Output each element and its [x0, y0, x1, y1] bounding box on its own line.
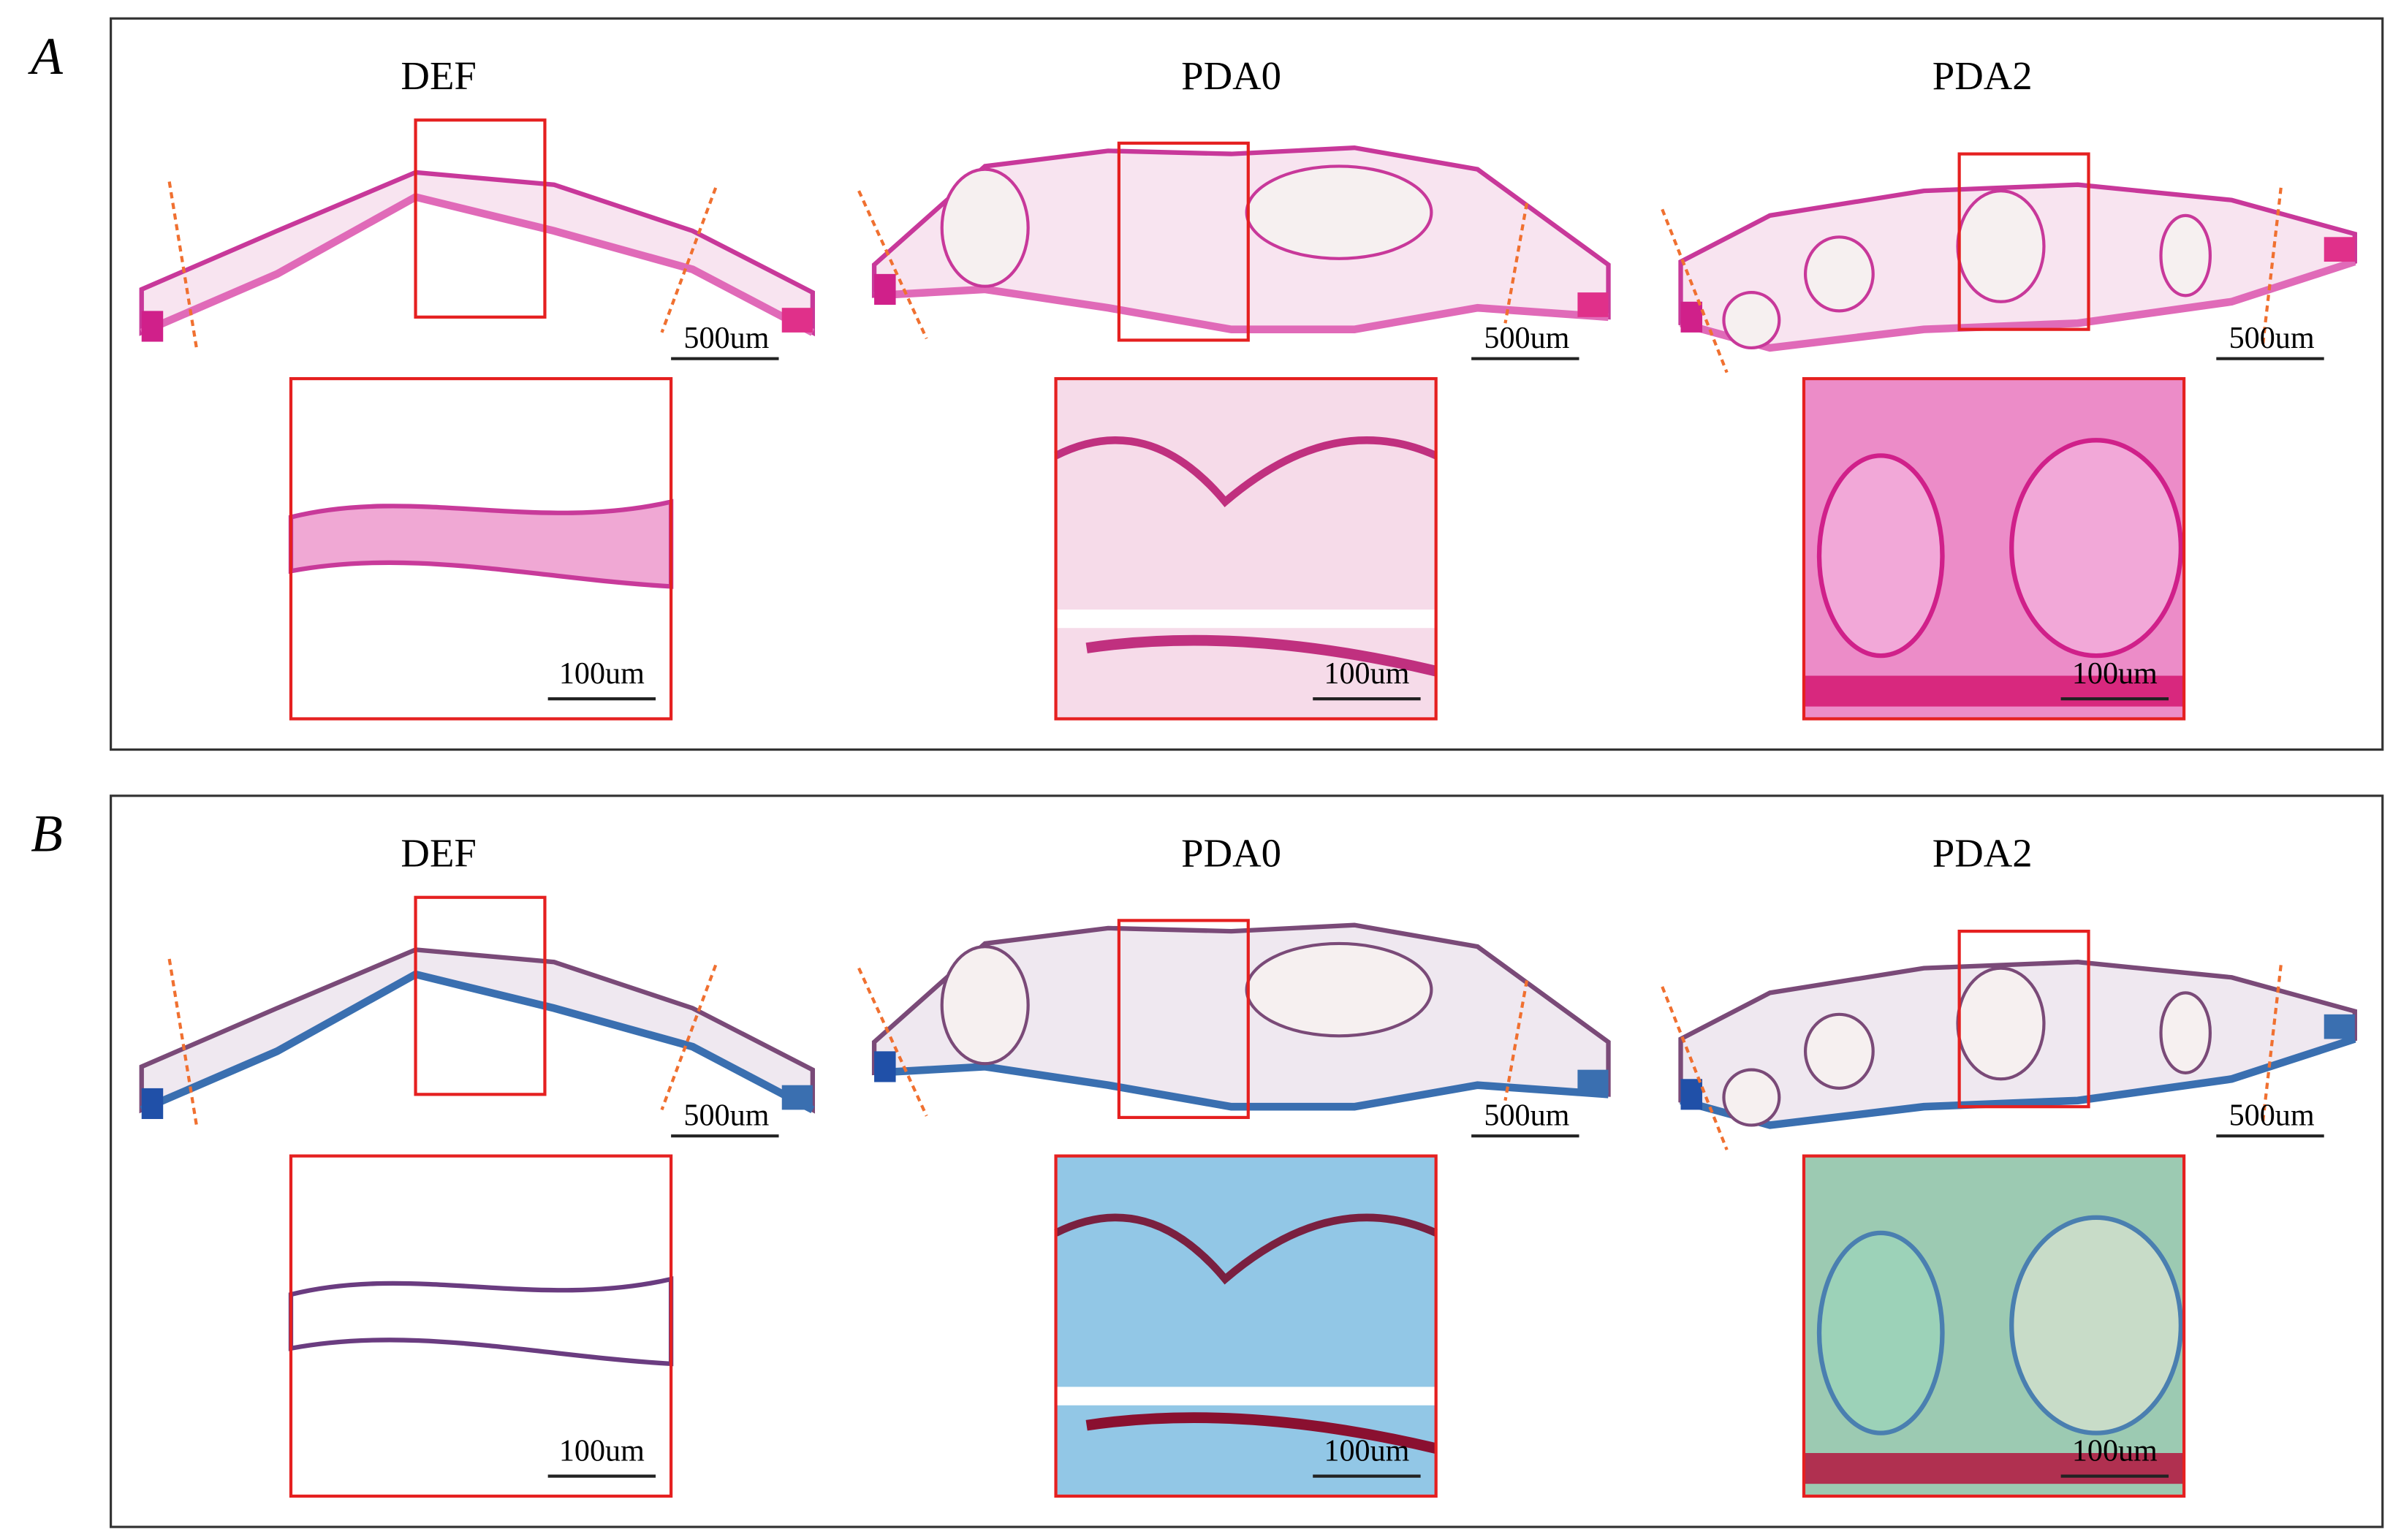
zoom-scale-label: 100um: [1324, 656, 1409, 691]
column-title: PDA2: [1932, 53, 2033, 98]
zoom-gap: [1055, 609, 1436, 629]
overview-scale-label: 500um: [2229, 321, 2315, 355]
zoom-tissue: [1085, 634, 1438, 677]
panel-border: [110, 17, 2384, 751]
defect-margin: [660, 964, 718, 1111]
bone-edge: [2324, 1014, 2355, 1039]
zoom-tissue: [1085, 1412, 1438, 1454]
defect-margin: [1503, 980, 1528, 1101]
tissue-layer: [873, 285, 1609, 333]
cyst: [1803, 235, 1875, 313]
defect-margin: [2261, 187, 2283, 349]
zoom-cyst: [1816, 1230, 1945, 1435]
tissue-section: [139, 947, 816, 1114]
defect-margin: [1661, 986, 1729, 1150]
defect-margin: [1661, 208, 1729, 373]
zoom-box: [289, 376, 673, 721]
zoom-scale-label: 100um: [2072, 1434, 2158, 1468]
overview-scale-label: 500um: [1484, 1098, 1569, 1132]
overview-scale-label: 500um: [2229, 1098, 2315, 1132]
panel: A DEF 500um 100um PDA0 500um 100um PDA2 500um 100…: [28, 17, 2384, 751]
zoom-tissue: [1054, 1213, 1438, 1285]
bone-edge: [2324, 237, 2355, 262]
zoom-box: [289, 1154, 673, 1498]
cyst: [1722, 291, 1781, 350]
bone-edge: [1680, 1079, 1702, 1110]
tissue-layer: [873, 1063, 1609, 1111]
panel: B DEF 500um 100um PDA0 500um 100um PDA2 500um 100…: [31, 794, 2384, 1528]
defect-margin: [660, 187, 718, 333]
zoom-scale-label: 100um: [2072, 656, 2158, 691]
cyst: [1956, 966, 2046, 1081]
selection-box: [1117, 919, 1250, 1120]
zoom-gap: [1055, 1387, 1436, 1406]
defect-margin: [1503, 202, 1528, 324]
defect-margin: [857, 967, 928, 1117]
tissue-layer: [140, 970, 815, 1114]
bone-edge: [874, 1051, 896, 1082]
bone-edge: [1680, 301, 1702, 333]
zoom-tissue: [1803, 1453, 2185, 1484]
zoom-cyst: [1816, 453, 1945, 659]
zoom-box: [1054, 376, 1438, 721]
zoom-cyst: [2009, 438, 2184, 659]
panel-label: A: [28, 28, 63, 86]
column-title: PDA0: [1181, 831, 1281, 876]
bone-edge: [141, 1088, 164, 1120]
column-title: PDA0: [1181, 53, 1281, 98]
zoom-box: [1802, 1154, 2186, 1498]
selection-box: [414, 118, 547, 319]
column-title: DEF: [401, 831, 476, 876]
column-title: DEF: [401, 53, 476, 98]
defect-margin: [167, 181, 199, 352]
cyst: [940, 945, 1030, 1066]
bone-edge: [781, 308, 813, 333]
panel-label: B: [31, 805, 63, 863]
zoom-cyst: [2009, 1215, 2184, 1435]
selection-box: [414, 895, 547, 1096]
overview-scale-label: 500um: [1484, 321, 1569, 355]
overview-scale-label: 500um: [683, 321, 769, 355]
cyst: [1245, 164, 1433, 260]
cyst: [1803, 1012, 1875, 1090]
defect-margin: [167, 958, 199, 1129]
defect-margin: [2261, 965, 2283, 1126]
bone-edge: [781, 1085, 813, 1110]
zoom-scale-label: 100um: [1324, 1434, 1409, 1468]
zoom-box: [1802, 376, 2186, 721]
cyst: [1956, 189, 2046, 303]
panel-border: [110, 794, 2384, 1528]
zoom-scale-label: 100um: [559, 656, 645, 691]
bone-edge: [1577, 1069, 1609, 1095]
selection-box: [1117, 141, 1250, 342]
bone-edge: [874, 273, 896, 305]
cyst: [2159, 991, 2212, 1074]
zoom-tissue: [1054, 436, 1438, 508]
zoom-tissue: [1803, 675, 2185, 707]
selection-box: [1957, 929, 2090, 1109]
overview-scale-label: 500um: [683, 1098, 769, 1132]
cyst: [940, 167, 1030, 288]
column-title: PDA2: [1932, 831, 2033, 876]
cyst: [1722, 1068, 1781, 1127]
zoom-box: [1054, 1154, 1438, 1498]
bone-edge: [141, 311, 164, 342]
cyst: [2159, 213, 2212, 297]
cyst: [1245, 941, 1433, 1038]
bone-edge: [1577, 292, 1609, 317]
selection-box: [1957, 152, 2090, 331]
tissue-layer: [140, 192, 815, 336]
defect-margin: [857, 190, 928, 340]
tissue-section: [139, 170, 816, 337]
zoom-scale-label: 100um: [559, 1434, 645, 1468]
